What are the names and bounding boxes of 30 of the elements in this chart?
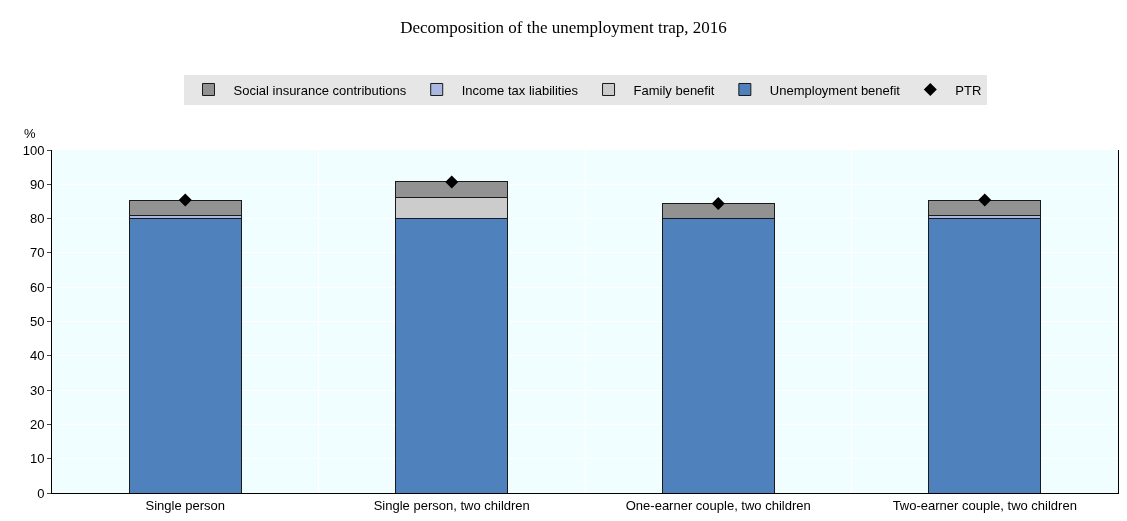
y-tick-label: 80 (29, 211, 45, 227)
legend-label: Income tax liabilities (461, 82, 579, 98)
bar (928, 218, 1042, 493)
y-tick-label: 70 (29, 245, 45, 261)
x-tick-label: Single person, two children (373, 497, 530, 513)
y-tick-label: 50 (29, 314, 45, 330)
bar (928, 199, 1042, 217)
point (978, 193, 992, 207)
point (711, 197, 725, 211)
x-tick-label: Two-earner couple, two children (892, 497, 1077, 513)
y-tick-label: 40 (29, 348, 45, 364)
y-tick-label: 0 (37, 485, 45, 501)
x-tick-label: Single person (145, 497, 225, 513)
legend-label: Family benefit (633, 82, 715, 98)
y-tick-label: 10 (29, 451, 45, 467)
y-tick-label: 100 (22, 142, 45, 158)
point (178, 193, 192, 207)
bar (128, 199, 242, 217)
legend-label: Social insurance contributions (233, 82, 407, 98)
y-tick-label: 30 (29, 382, 45, 398)
y-axis-title: % (24, 126, 36, 141)
chart-title: Decomposition of the unemployment trap, 2016 (400, 17, 727, 37)
y-tick-label: 60 (29, 279, 45, 295)
y-tick-label: 20 (29, 416, 45, 432)
y-tick-label: 90 (29, 176, 45, 192)
bar (128, 218, 242, 493)
point (445, 175, 459, 189)
legend-label: Unemployment benefit (769, 82, 901, 98)
x-tick-label: One-earner couple, two children (625, 497, 811, 513)
legend-label: PTR (955, 82, 982, 98)
